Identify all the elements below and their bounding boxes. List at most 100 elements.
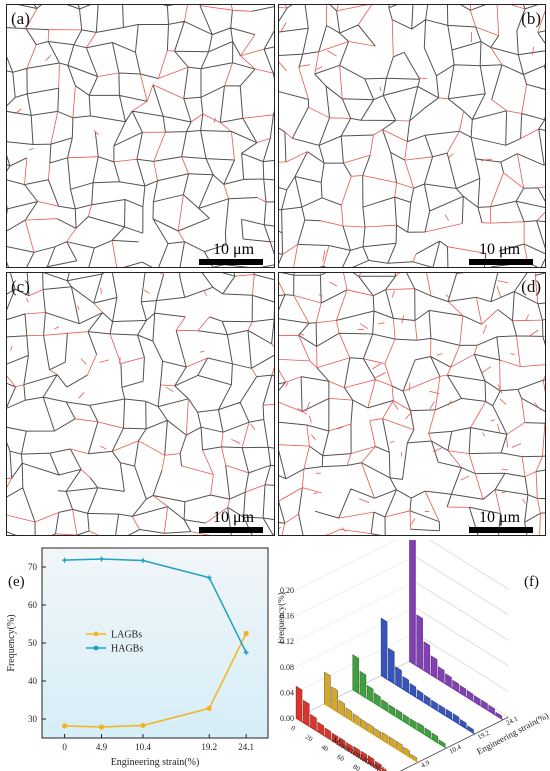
legend-label-hagbs: HAGBs bbox=[111, 644, 143, 655]
z-tick-label: 0.20 bbox=[280, 586, 294, 595]
y-tick-label: 50 bbox=[28, 638, 38, 648]
data-point bbox=[98, 555, 105, 563]
histogram-bar bbox=[352, 654, 359, 694]
x-axis-label: Engineering strain(%) bbox=[111, 757, 200, 768]
z-axis-label: Frequency(%) bbox=[278, 592, 286, 643]
histogram-bar bbox=[295, 685, 303, 723]
z-tick-label: 0.12 bbox=[280, 637, 294, 646]
grain-boundary-map bbox=[7, 5, 274, 267]
panel-label: (a) bbox=[11, 9, 30, 28]
series-baseline bbox=[324, 703, 419, 763]
y-tick-label: 60 bbox=[28, 600, 38, 610]
histogram-bar bbox=[324, 671, 331, 708]
hagb-boundaries bbox=[7, 273, 274, 535]
histogram-bar bbox=[416, 614, 423, 670]
histogram-bar bbox=[382, 767, 388, 771]
panel-label: (b) bbox=[521, 9, 541, 28]
legend-label-lagbs: LAGBs bbox=[111, 630, 142, 641]
histogram-bar bbox=[409, 540, 416, 666]
data-point bbox=[140, 722, 146, 729]
y-tick-label: 30 bbox=[28, 714, 38, 724]
y-tick-label: 70 bbox=[28, 562, 38, 572]
data-point bbox=[242, 649, 250, 656]
panel-label: (f) bbox=[524, 574, 539, 590]
x-tick-label: 60 bbox=[335, 753, 346, 764]
z-tick-label: 0.04 bbox=[280, 688, 294, 697]
z-gridline bbox=[295, 540, 397, 591]
chart-e-boundary-fraction: 30 40 50 60 70 0 4.9 10.4 19.2 24.1 Engineering st… bbox=[6, 547, 269, 768]
z-gridline bbox=[414, 581, 509, 641]
series-baseline bbox=[352, 689, 447, 749]
z-gridline bbox=[414, 607, 509, 667]
legend-marker bbox=[93, 645, 99, 651]
lagb-boundaries bbox=[7, 5, 274, 267]
scale-bar-label: 10 μm bbox=[479, 509, 521, 526]
microstructure-panel-d: (d) 10 μm bbox=[278, 272, 546, 536]
microstructure-panel-b: (b) 10 μm bbox=[278, 4, 546, 268]
data-point bbox=[206, 705, 212, 711]
legend-marker bbox=[93, 631, 99, 637]
lagb-boundaries bbox=[279, 273, 545, 535]
z-gridline bbox=[414, 555, 509, 615]
z-gridline bbox=[429, 540, 509, 590]
panel-label: (c) bbox=[11, 277, 30, 296]
y-tick-label: 40 bbox=[28, 676, 38, 686]
data-point bbox=[206, 574, 213, 581]
x-tick-label: 4.9 bbox=[96, 742, 108, 752]
panel-label: (e) bbox=[8, 574, 25, 590]
strain-axis bbox=[399, 716, 509, 771]
scale-bar-label: 10 μm bbox=[479, 241, 521, 258]
chart-f-misorientation-3d: 0.000.040.080.120.160.20Frequency(%)24.1… bbox=[278, 540, 550, 771]
scale-bar-label: 10 μm bbox=[213, 241, 255, 258]
strain-tick-label: 4.9 bbox=[420, 758, 432, 769]
grain-boundary-map bbox=[7, 273, 274, 535]
data-point bbox=[61, 556, 68, 564]
z-gridline bbox=[295, 581, 415, 642]
x-tick-label: 10.4 bbox=[135, 742, 151, 752]
z-gridline bbox=[295, 607, 415, 668]
x-tick-label: 20 bbox=[304, 733, 315, 744]
x-tick-label: 19.2 bbox=[201, 742, 217, 752]
lagb-boundaries bbox=[279, 5, 545, 267]
data-point bbox=[62, 723, 68, 729]
scale-bar bbox=[199, 527, 263, 533]
data-point bbox=[98, 724, 105, 730]
scale-bar bbox=[199, 259, 263, 265]
lagb-boundaries bbox=[7, 273, 274, 535]
z-tick-label: 0.00 bbox=[280, 714, 294, 723]
x-tick-label: 0 bbox=[62, 742, 67, 752]
z-tick-label: 0.16 bbox=[280, 612, 294, 621]
z-tick-label: 0.08 bbox=[280, 663, 294, 672]
x-tick-label: 24.1 bbox=[238, 742, 254, 752]
x-tick-label: 40 bbox=[320, 743, 331, 754]
scale-bar bbox=[469, 259, 533, 265]
histogram-bar bbox=[359, 670, 367, 699]
grain-boundary-map bbox=[279, 5, 545, 267]
z-gridline bbox=[414, 632, 509, 692]
plot-area bbox=[41, 547, 269, 739]
x-tick-label: 0 bbox=[289, 724, 297, 733]
histogram-bar bbox=[303, 699, 310, 727]
histogram-bar bbox=[388, 647, 395, 685]
hagb-boundaries bbox=[279, 273, 545, 535]
grain-boundary-map bbox=[279, 273, 545, 535]
y-axis-label: Frequency(%) bbox=[6, 614, 17, 671]
z-gridline bbox=[295, 555, 415, 616]
hagb-boundaries bbox=[279, 5, 545, 267]
histogram-bar bbox=[380, 617, 388, 680]
histogram-bar bbox=[423, 641, 431, 675]
series-baseline bbox=[295, 717, 382, 771]
panel-label: (d) bbox=[521, 277, 541, 296]
data-point bbox=[139, 557, 147, 564]
series-baseline bbox=[409, 660, 504, 721]
series-baseline bbox=[380, 675, 475, 735]
microstructure-panel-a: (a) 10 μm bbox=[6, 4, 275, 268]
data-point bbox=[243, 630, 249, 637]
microstructure-panel-c: (c) 10 μm bbox=[6, 272, 275, 536]
histogram-bar bbox=[366, 684, 374, 703]
strain-tick-label: 10.4 bbox=[448, 743, 463, 756]
scale-bar-label: 10 μm bbox=[213, 509, 255, 526]
hagb-boundaries bbox=[7, 5, 274, 267]
x-tick-label: 80 bbox=[351, 763, 362, 771]
scale-bar bbox=[469, 527, 533, 533]
